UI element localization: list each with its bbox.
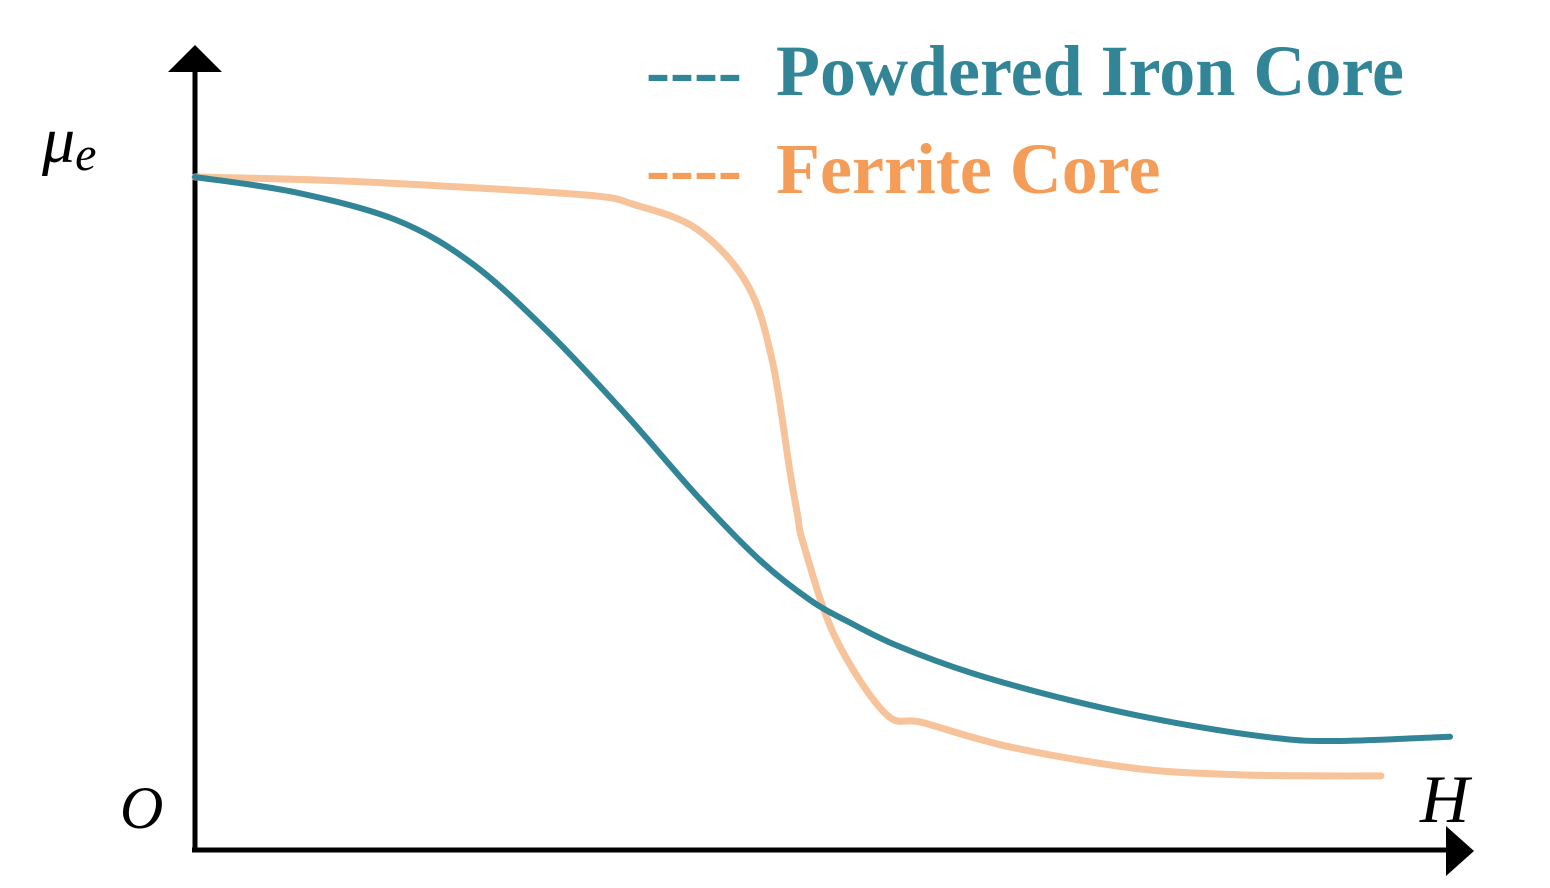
y-axis-symbol: μ: [41, 104, 75, 177]
x-axis-label: H: [1419, 761, 1473, 837]
y-axis-arrow: [168, 45, 222, 72]
series-layer: [191, 173, 1453, 780]
y-axis-label: μe: [41, 104, 96, 181]
series-line-ferrite-core: [191, 173, 1385, 780]
legend-label-powdered-iron: Powdered Iron Core: [776, 31, 1404, 111]
legend-marker: ----: [646, 129, 742, 209]
axes: [168, 45, 1474, 876]
legend-marker: ----: [646, 31, 742, 111]
y-axis-subscript: e: [75, 128, 96, 181]
series-line-powdered-iron-core: [192, 174, 1453, 745]
legend-label-ferrite: Ferrite Core: [776, 129, 1160, 209]
origin-label: O: [120, 775, 163, 841]
x-axis-arrow: [1446, 826, 1474, 876]
legend-item-ferrite: ---- Ferrite Core: [646, 129, 1160, 209]
legend: ---- Powdered Iron Core ---- Ferrite Cor…: [646, 31, 1404, 209]
legend-item-powdered-iron: ---- Powdered Iron Core: [646, 31, 1404, 111]
